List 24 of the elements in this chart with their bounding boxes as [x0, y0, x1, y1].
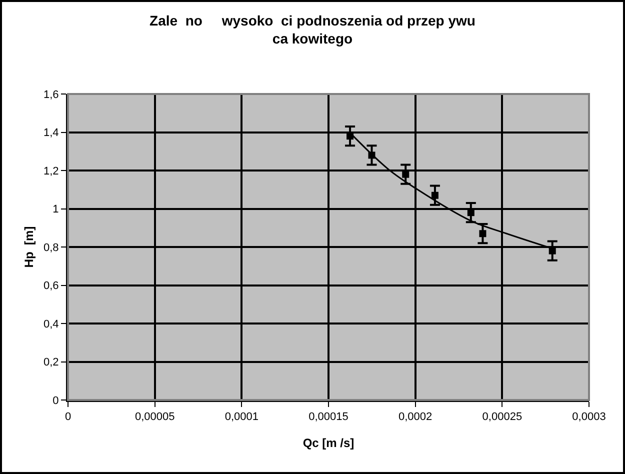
point [467, 209, 474, 216]
y-tick-label: 1 [52, 204, 59, 216]
point [431, 192, 438, 199]
y-tick-label: 1,6 [44, 88, 59, 101]
y-tick-label: 0,6 [44, 280, 59, 292]
y-tick-label: 0,4 [44, 318, 59, 330]
y-tick-label: 0,2 [44, 356, 59, 369]
y-axis-title: Hp [m] [22, 226, 36, 268]
x-tick-label: 0,00015 [308, 411, 348, 424]
y-tick-label: 1,2 [44, 165, 59, 178]
x-tick-label: 0,0002 [398, 411, 432, 424]
point [402, 170, 410, 178]
x-tick-label: 0 [64, 411, 72, 424]
y-tick-label: 1,4 [44, 127, 59, 140]
chart-title: Zale no wysoko ci podnoszenia od przep ywu ca kowitego [150, 12, 476, 47]
x-axis-title: Qc [m /s] [302, 436, 354, 450]
y-tick-label: 0,8 [44, 242, 59, 254]
x-tick-label: 0,0003 [572, 411, 606, 424]
x-tick-label: 0,0001 [224, 411, 258, 424]
x-tick-label: 0,00005 [134, 411, 175, 424]
y-tick-label: 0 [52, 394, 59, 407]
point [479, 230, 486, 238]
x-tick-label: 0,00025 [482, 411, 522, 424]
point [548, 247, 556, 254]
